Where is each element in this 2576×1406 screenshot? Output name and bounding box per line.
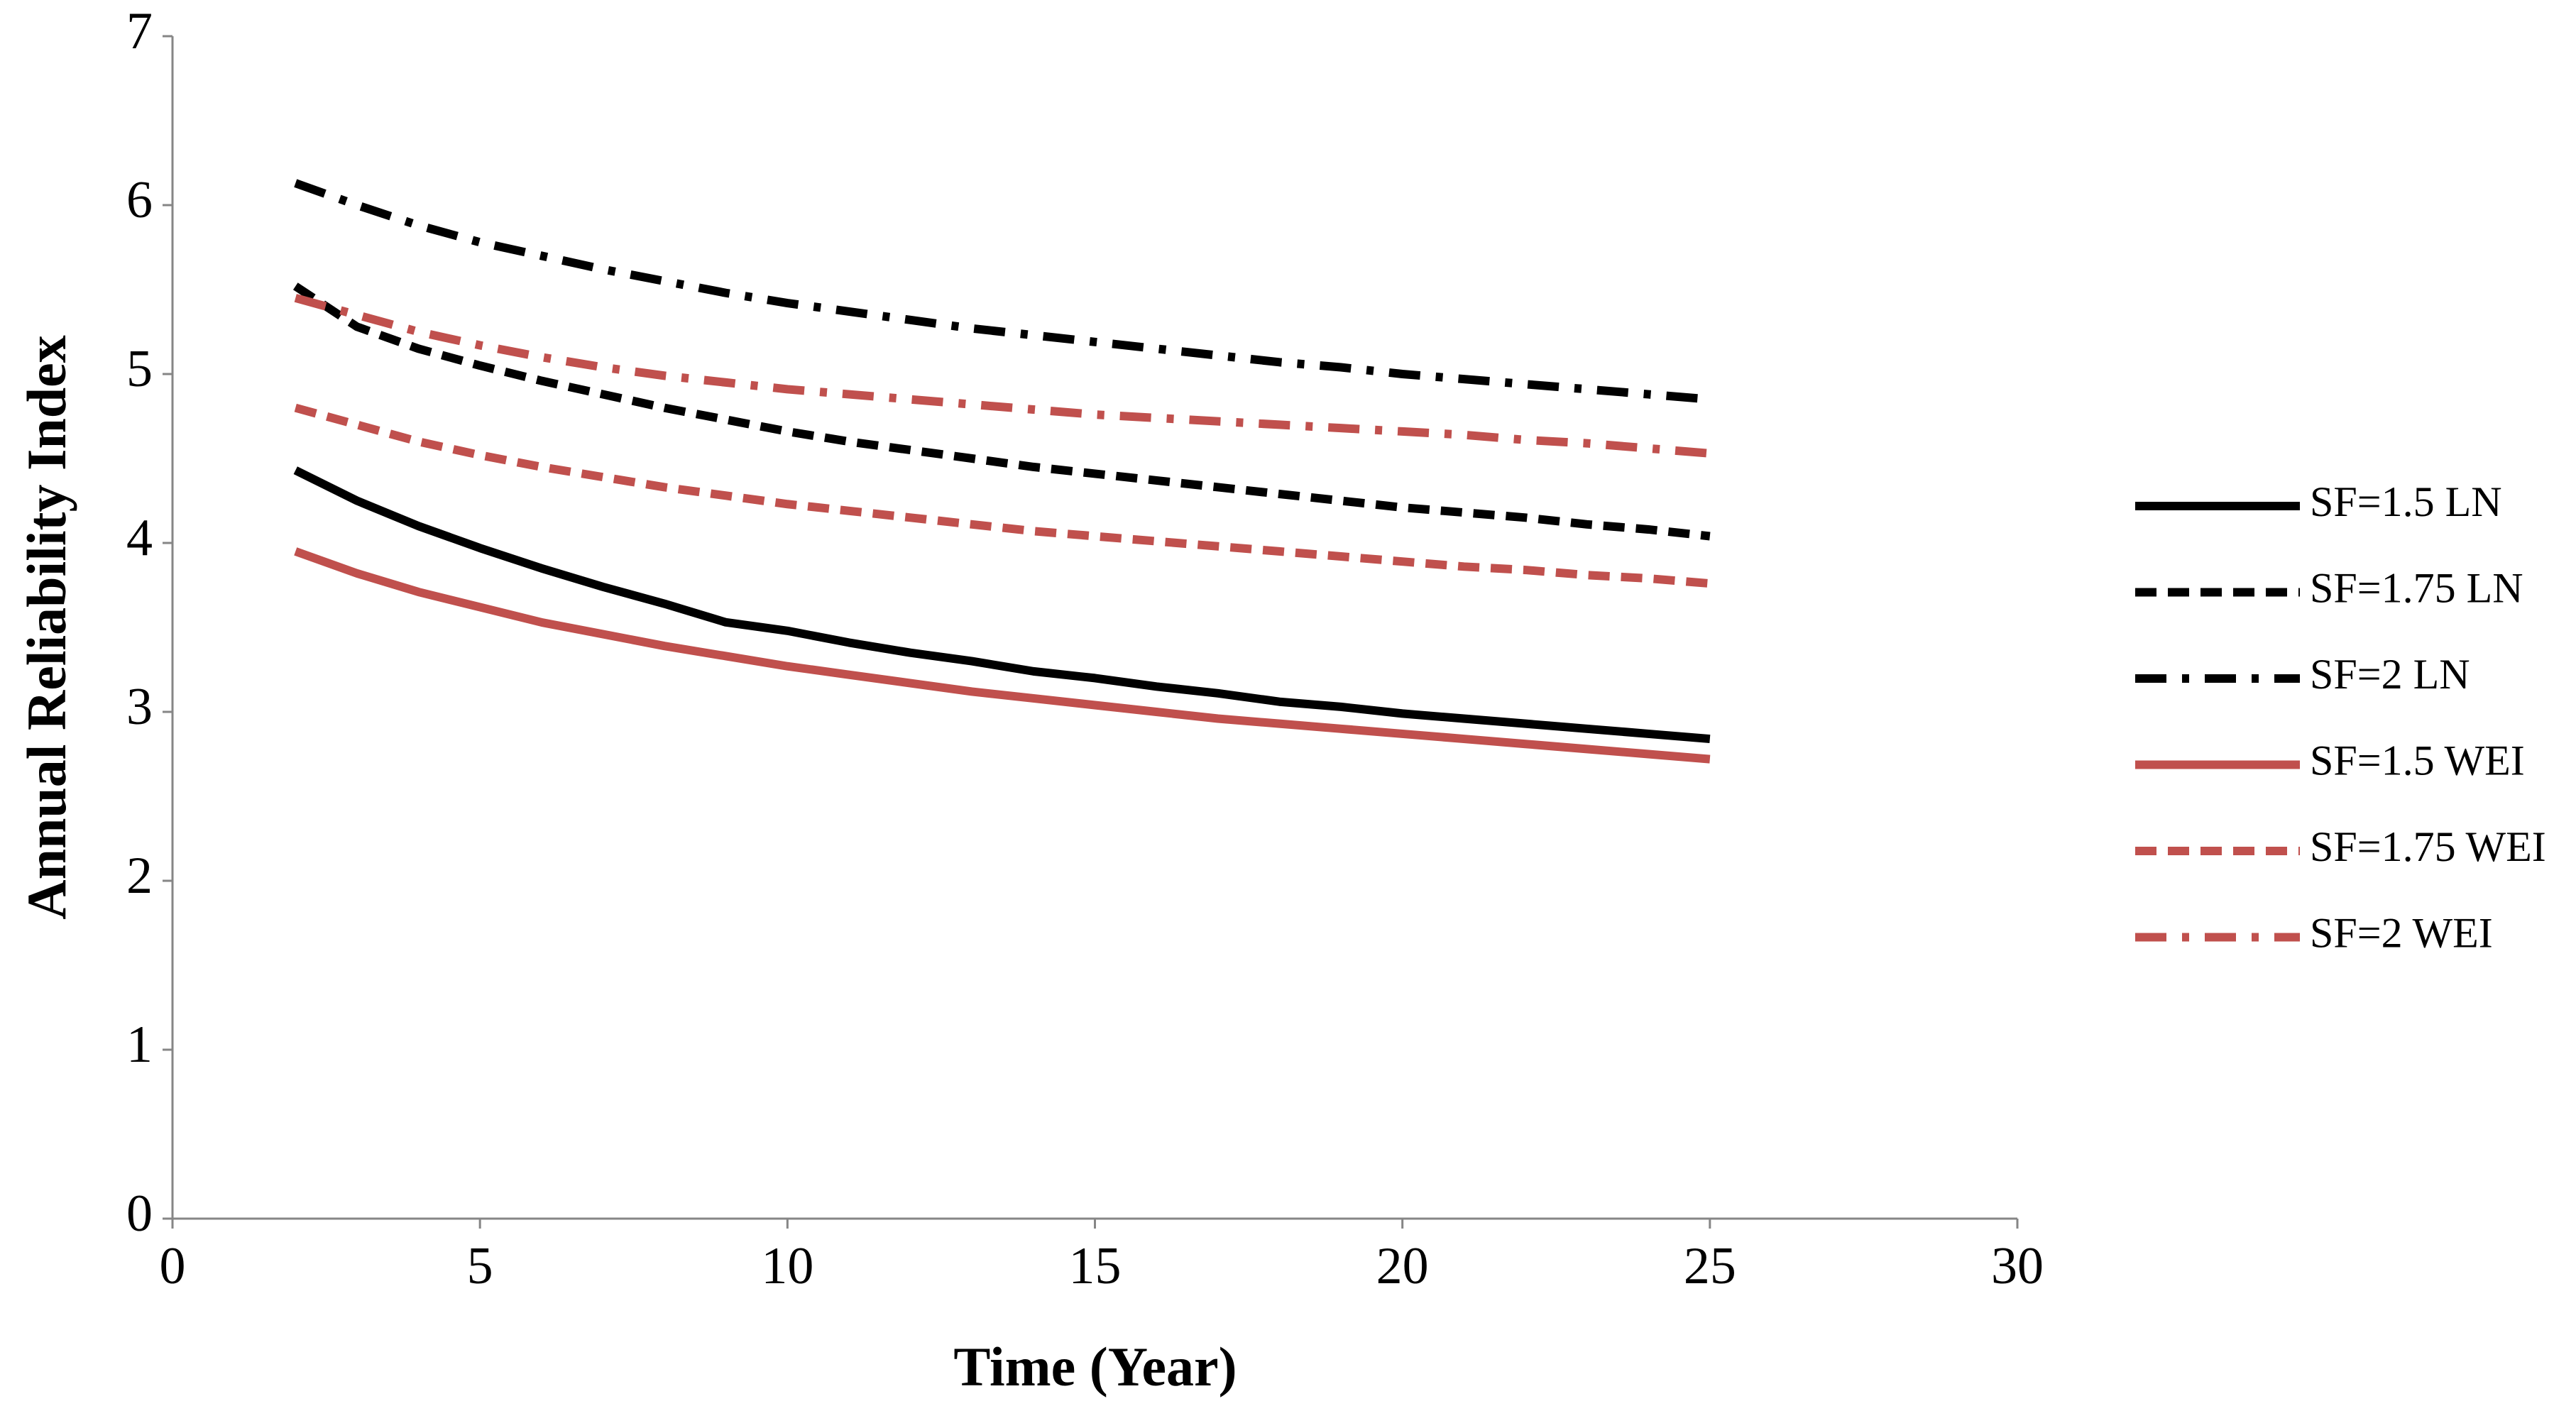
y-axis-title: Annual Reliability Index	[16, 335, 77, 920]
y-tick-label: 6	[126, 171, 153, 229]
y-tick-label: 2	[126, 847, 153, 905]
series-line	[293, 466, 1711, 744]
x-tick-label: 30	[1991, 1237, 2044, 1295]
legend-label: SF=1.75 WEI	[2310, 823, 2546, 870]
legend-label: SF=1.5 LN	[2310, 478, 2502, 525]
y-tick-label: 5	[126, 340, 153, 398]
x-tick-label: 20	[1376, 1237, 1429, 1295]
x-tick-label: 10	[761, 1237, 813, 1295]
y-tick-label: 1	[126, 1016, 153, 1074]
y-tick-label: 0	[126, 1185, 153, 1243]
x-tick-label: 0	[160, 1237, 186, 1295]
x-tick-label: 5	[467, 1237, 493, 1295]
legend-label: SF=1.5 WEI	[2310, 737, 2525, 784]
legend-label: SF=2 WEI	[2310, 909, 2493, 956]
x-tick-label: 15	[1069, 1237, 1122, 1295]
y-tick-label: 7	[126, 2, 153, 60]
x-tick-label: 25	[1684, 1237, 1736, 1295]
x-axis-title: Time (Year)	[953, 1336, 1237, 1397]
series-line	[292, 282, 1711, 541]
series-line	[294, 403, 1711, 588]
series-line	[294, 547, 1711, 764]
series-line	[294, 294, 1711, 458]
series-line	[294, 179, 1711, 404]
y-tick-label: 4	[126, 509, 153, 567]
legend-label: SF=1.75 LN	[2310, 564, 2523, 611]
legend-label: SF=2 LN	[2310, 651, 2470, 698]
y-tick-label: 3	[126, 678, 153, 736]
